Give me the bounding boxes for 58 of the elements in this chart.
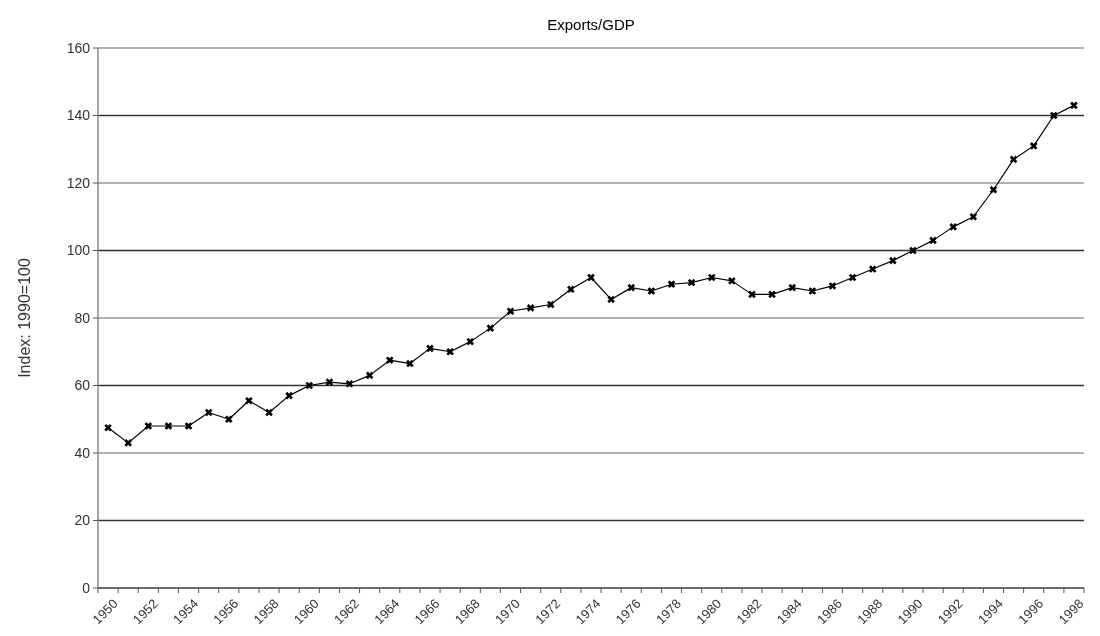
point [526,304,535,312]
point [707,273,716,282]
point [828,282,837,290]
point [989,185,998,194]
point [1050,111,1058,120]
chart-title: Exports/GDP [547,16,635,33]
point [647,287,656,295]
point [104,423,112,432]
point [385,356,394,364]
point [868,265,877,273]
point [889,256,897,265]
point [144,422,153,430]
point [607,295,615,304]
point [546,300,555,309]
y-tick-label: 0 [82,579,91,596]
y-tick-label: 80 [74,309,91,326]
point [788,283,797,292]
point [748,290,756,299]
point [506,307,515,316]
point [929,236,937,245]
y-tick-label: 100 [66,242,91,259]
point [466,337,475,346]
point [1029,142,1038,150]
point [446,347,454,356]
y-tick-label: 140 [66,107,91,124]
point [345,380,354,388]
point [265,408,273,417]
point [567,285,575,294]
y-axis-title: Index: 1990=100 [16,258,33,378]
point [406,359,414,368]
y-tick-label: 40 [74,444,91,461]
point [426,344,434,353]
point [909,246,917,255]
point [486,324,495,332]
point [667,280,676,289]
y-tick-label: 20 [74,512,91,529]
y-tick-label: 60 [74,377,91,394]
point [1009,155,1018,164]
point [768,290,776,299]
point [245,396,253,405]
point [687,278,696,287]
point [164,422,173,430]
point [305,381,314,390]
point [124,439,132,447]
point [204,408,213,417]
point [627,283,636,292]
point [808,287,817,295]
point [365,371,374,380]
point [587,273,595,282]
point [969,212,978,221]
point [184,422,193,430]
y-tick-label: 160 [66,39,91,56]
point [325,378,334,386]
point [225,415,233,424]
y-tick-label: 120 [66,174,91,191]
point [1070,101,1078,110]
point [949,223,957,231]
point [285,391,293,400]
